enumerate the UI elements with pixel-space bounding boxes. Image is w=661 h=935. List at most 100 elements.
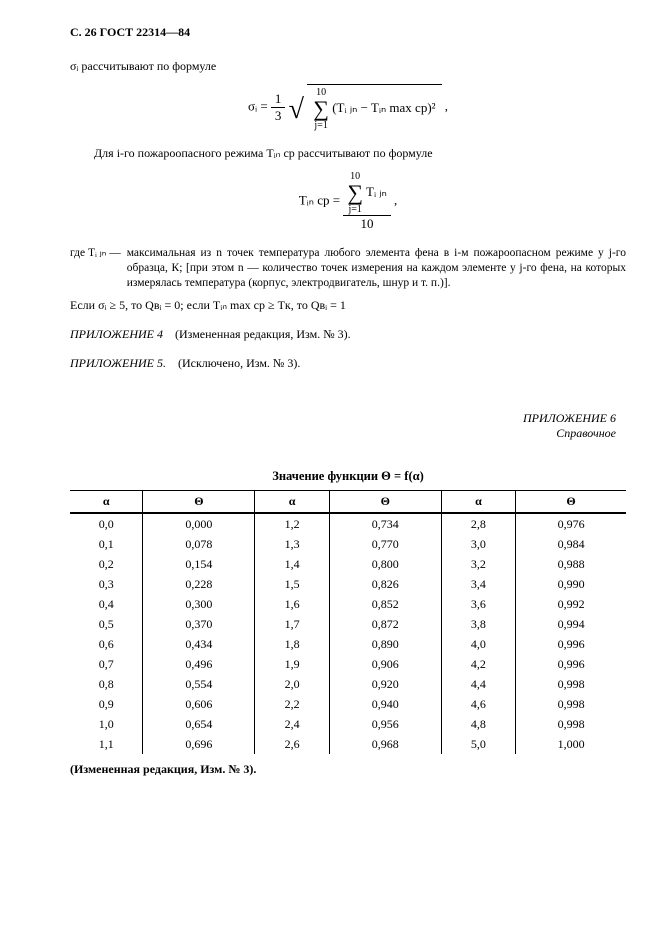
table-cell: 0,8 [70,674,143,694]
table-cell: 0,554 [143,674,255,694]
table-cell: 0,000 [143,513,255,534]
th-alpha-1: α [70,491,143,514]
table-cell: 4,6 [441,694,516,714]
table-cell: 2,0 [255,674,330,694]
table-row: 0,80,5542,00,9204,40,998 [70,674,626,694]
sqrt-sign: √ [289,96,304,124]
table-cell: 0,998 [516,714,626,734]
formula-trail: , [445,99,448,114]
table-cell: 2,4 [255,714,330,734]
table-cell: 0,988 [516,554,626,574]
table-header-row: α Θ α Θ α Θ [70,491,626,514]
table-cell: 0,992 [516,594,626,614]
sum-symbol-1: 10 ∑ j=1 [313,87,329,131]
function-table: α Θ α Θ α Θ 0,00,0001,20,7342,80,9760,10… [70,490,626,754]
table-cell: 0,906 [329,654,441,674]
sum-bot-1: j=1 [313,120,329,131]
table-cell: 1,7 [255,614,330,634]
table-cell: 0,696 [143,734,255,754]
table-cell: 1,3 [255,534,330,554]
appendix-4-note: (Измененная редакция, Изм. № 3). [175,327,351,341]
table-cell: 0,940 [329,694,441,714]
table-row: 0,20,1541,40,8003,20,988 [70,554,626,574]
formula2-num: 10 ∑ j=1 Tᵢ ⱼₙ [343,171,390,216]
sum-bot-2: j=1 [347,204,363,215]
table-cell: 4,8 [441,714,516,734]
table-cell: 4,0 [441,634,516,654]
table-cell: 0,654 [143,714,255,734]
appendix-6-subtitle: Справочное [70,426,616,441]
table-cell: 0,154 [143,554,255,574]
sigma-2: ∑ [347,182,363,204]
text-sigma-line: σᵢ рассчитывают по формуле [70,58,626,74]
table-cell: 4,4 [441,674,516,694]
table-cell: 4,2 [441,654,516,674]
table-cell: 0,890 [329,634,441,654]
table-cell: 2,2 [255,694,330,714]
table-cell: 0,0 [70,513,143,534]
table-row: 0,50,3701,70,8723,80,994 [70,614,626,634]
th-theta-2: Θ [329,491,441,514]
table-cell: 1,1 [70,734,143,754]
formula-sigma: σᵢ = 1 3 √ 10 ∑ j=1 (Tᵢ ⱼₙ − Tᵢₙ max ср)… [70,84,626,131]
table-row: 0,60,4341,80,8904,00,996 [70,634,626,654]
table-cell: 0,976 [516,513,626,534]
table-cell: 0,7 [70,654,143,674]
appendix-4-line: ПРИЛОЖЕНИЕ 4 (Измененная редакция, Изм. … [70,327,626,342]
table-cell: 0,734 [329,513,441,534]
table-cell: 0,998 [516,674,626,694]
formula-tin: Tᵢₙ ср = 10 ∑ j=1 Tᵢ ⱼₙ 10 , [70,171,626,232]
table-cell: 1,2 [255,513,330,534]
text-tin-line: Для i-го пожароопасного режима Tᵢₙ ср ра… [70,145,626,161]
table-title: Значение функции Θ = f(α) [70,469,626,484]
table-cell: 0,826 [329,574,441,594]
formula-expr: (Tᵢ ⱼₙ − Tᵢₙ max ср)² [332,100,435,115]
sigma-1: ∑ [313,98,329,120]
table-row: 1,00,6542,40,9564,80,998 [70,714,626,734]
table-cell: 0,996 [516,634,626,654]
table-cell: 0,968 [329,734,441,754]
table-cell: 3,6 [441,594,516,614]
table-cell: 0,984 [516,534,626,554]
table-cell: 0,1 [70,534,143,554]
sqrt-inner: 10 ∑ j=1 (Tᵢ ⱼₙ − Tᵢₙ max ср)² [307,84,441,131]
formula2-trail: , [394,193,397,208]
th-theta-1: Θ [143,491,255,514]
formula2-frac: 10 ∑ j=1 Tᵢ ⱼₙ 10 [343,171,390,232]
table-cell: 1,5 [255,574,330,594]
table-cell: 0,956 [329,714,441,734]
table-cell: 0,2 [70,554,143,574]
table-cell: 1,8 [255,634,330,654]
table-row: 1,10,6962,60,9685,01,000 [70,734,626,754]
appendix-6-block: ПРИЛОЖЕНИЕ 6 Справочное [70,411,626,441]
page-container: С. 26 ГОСТ 22314—84 σᵢ рассчитывают по ф… [0,0,661,935]
page-header: С. 26 ГОСТ 22314—84 [70,25,626,40]
appendix-5-line: ПРИЛОЖЕНИЕ 5. (Исключено, Изм. № 3). [70,356,626,371]
table-cell: 3,2 [441,554,516,574]
table-cell: 0,994 [516,614,626,634]
table-cell: 0,3 [70,574,143,594]
table-row: 0,10,0781,30,7703,00,984 [70,534,626,554]
formula-frac: 1 3 [271,91,286,124]
table-cell: 0,6 [70,634,143,654]
table-cell: 0,434 [143,634,255,654]
table-row: 0,70,4961,90,9064,20,996 [70,654,626,674]
table-cell: 0,5 [70,614,143,634]
table-cell: 1,000 [516,734,626,754]
table-cell: 0,9 [70,694,143,714]
table-cell: 0,990 [516,574,626,594]
table-cell: 0,606 [143,694,255,714]
formula-eq-left: σᵢ = [248,99,271,114]
table-cell: 1,6 [255,594,330,614]
where-label: где Tᵢ ⱼₙ — [70,246,127,291]
th-alpha-3: α [441,491,516,514]
table-cell: 0,228 [143,574,255,594]
table-cell: 3,4 [441,574,516,594]
table-cell: 0,496 [143,654,255,674]
table-caption-changed: (Измененная редакция, Изм. № 3). [70,762,626,777]
table-cell: 0,872 [329,614,441,634]
condition-line: Если σᵢ ≥ 5, то Qвᵢ = 0; если Tᵢₙ max ср… [70,297,626,313]
formula2-den: 10 [343,216,390,232]
table-cell: 0,4 [70,594,143,614]
table-cell: 2,8 [441,513,516,534]
